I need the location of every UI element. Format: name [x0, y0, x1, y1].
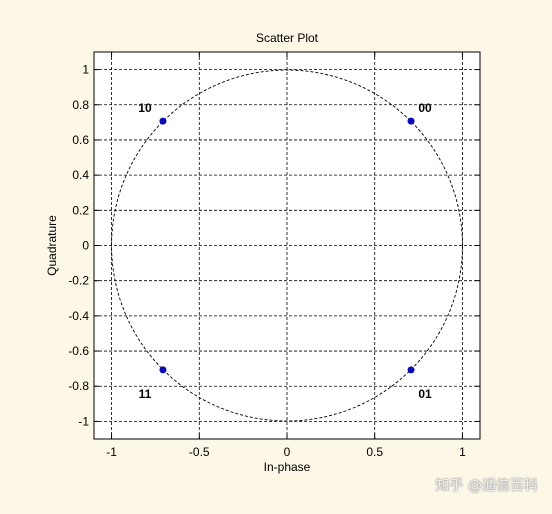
x-tick-label: 0: [284, 445, 291, 459]
y-tick-label: 0: [82, 239, 89, 253]
point-label: 11: [139, 387, 152, 401]
x-tick-label: -0.5: [189, 445, 210, 459]
y-tick-label: -0.8: [68, 379, 89, 393]
watermark: 知乎 @通信百科: [435, 478, 538, 494]
data-point: [407, 117, 415, 125]
data-point: [159, 117, 167, 125]
chart-title: Scatter Plot: [256, 31, 319, 45]
y-axis-label: Quadrature: [45, 215, 59, 276]
y-tick-label: -0.2: [68, 274, 89, 288]
y-tick-label: 0.4: [72, 168, 89, 182]
y-tick-label: 1: [82, 63, 89, 77]
y-tick-label: 0.2: [72, 203, 89, 217]
axis-ticks: -1 -0.5 0 0.5 1 -1 -0.8 -0.6 -0.4 -0.2 0 0.2 0.4 0.6 0…: [68, 52, 480, 459]
x-tick-label: 0.5: [366, 445, 383, 459]
grid-lines: [94, 52, 480, 439]
y-tick-label: 0.8: [72, 98, 89, 112]
data-point: [159, 366, 167, 374]
data-point: [407, 366, 415, 374]
data-points: 00 01 10 11: [138, 101, 432, 401]
point-label: 00: [418, 101, 432, 115]
x-tick-label: 1: [459, 445, 466, 459]
y-tick-label: 0.6: [72, 133, 89, 147]
y-tick-label: -0.6: [68, 344, 89, 358]
point-label: 10: [138, 101, 152, 115]
unit-circle: [111, 69, 463, 422]
y-tick-label: -1: [78, 414, 89, 428]
y-tick-label: -0.4: [68, 309, 89, 323]
point-label: 01: [418, 387, 432, 401]
x-tick-label: -1: [106, 445, 117, 459]
x-axis-label: In-phase: [264, 460, 311, 474]
